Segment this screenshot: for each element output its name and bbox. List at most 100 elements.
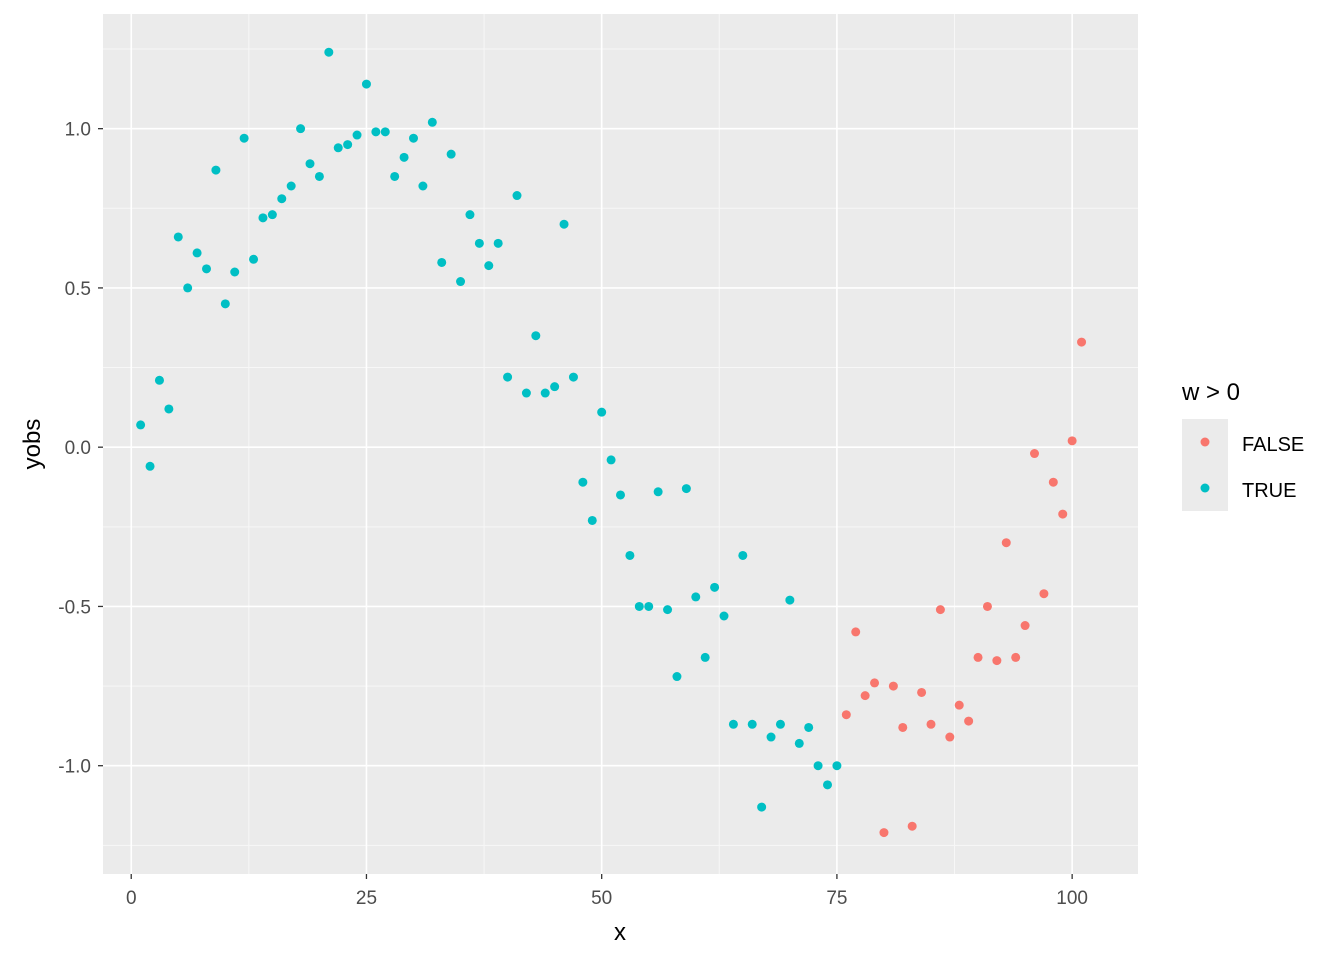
- data-point-true: [597, 407, 607, 417]
- data-point-true: [305, 159, 315, 169]
- data-point-true: [399, 152, 409, 162]
- data-point-false: [935, 605, 945, 615]
- data-point-false: [945, 732, 955, 742]
- data-point-true: [710, 582, 720, 592]
- data-point-true: [728, 719, 738, 729]
- data-point-false: [888, 681, 898, 691]
- data-point-false: [1011, 652, 1021, 662]
- data-point-true: [371, 127, 381, 137]
- data-point-true: [634, 601, 644, 611]
- data-point-true: [691, 592, 701, 602]
- data-point-false: [917, 687, 927, 697]
- data-point-true: [446, 149, 456, 159]
- data-point-true: [220, 299, 230, 309]
- data-point-true: [314, 171, 324, 181]
- data-point-true: [823, 780, 832, 790]
- y-tick-label: 0.0: [65, 438, 91, 459]
- data-point-true: [380, 127, 390, 137]
- data-point-false: [992, 656, 1002, 666]
- data-point-true: [267, 210, 277, 220]
- y-tick-label: -1.0: [58, 757, 91, 778]
- data-point-true: [503, 372, 513, 382]
- data-point-true: [154, 375, 164, 385]
- data-point-true: [644, 601, 654, 611]
- data-point-true: [164, 404, 174, 414]
- data-point-true: [192, 248, 202, 258]
- data-point-true: [804, 722, 814, 732]
- data-point-false: [926, 719, 936, 729]
- data-point-false: [982, 601, 992, 611]
- data-point-true: [616, 490, 625, 500]
- data-point-true: [681, 484, 691, 494]
- x-tick-label: 25: [356, 888, 377, 909]
- legend: w > 0 FALSE TRUE: [1181, 379, 1304, 511]
- data-point-true: [409, 133, 418, 143]
- data-point-true: [747, 719, 757, 729]
- legend-marker-true: [1200, 483, 1210, 493]
- y-tick-label: -0.5: [58, 597, 91, 618]
- data-point-true: [738, 550, 748, 560]
- data-point-true: [775, 719, 785, 729]
- data-point-false: [1001, 538, 1011, 548]
- data-point-false: [841, 710, 851, 720]
- data-point-true: [531, 331, 541, 341]
- data-point-true: [136, 420, 146, 430]
- data-point-false: [1030, 449, 1039, 459]
- data-point-true: [766, 732, 776, 742]
- data-point-false: [954, 700, 964, 710]
- data-point-false: [1039, 589, 1049, 599]
- data-point-true: [606, 455, 616, 465]
- data-point-false: [1077, 337, 1087, 347]
- data-point-false: [973, 652, 983, 662]
- x-tick-label: 75: [826, 888, 847, 909]
- data-point-true: [202, 264, 211, 274]
- data-point-true: [277, 194, 287, 204]
- legend-marker-false: [1200, 437, 1210, 447]
- data-point-true: [296, 124, 306, 134]
- data-point-true: [832, 761, 842, 771]
- data-point-true: [493, 238, 503, 248]
- data-point-true: [757, 802, 767, 812]
- data-point-true: [249, 254, 259, 264]
- data-point-true: [521, 388, 531, 398]
- data-point-true: [785, 595, 795, 605]
- data-point-true: [465, 210, 475, 220]
- data-point-true: [258, 213, 268, 223]
- data-point-true: [587, 515, 597, 525]
- data-point-true: [663, 605, 673, 615]
- data-point-true: [813, 761, 823, 771]
- x-tick-label: 0: [126, 888, 137, 909]
- data-point-true: [719, 611, 729, 621]
- data-point-false: [1067, 436, 1077, 446]
- y-tick-label: 1.0: [65, 120, 91, 141]
- data-point-true: [352, 130, 362, 140]
- data-point-false: [1048, 477, 1058, 487]
- data-point-true: [578, 477, 588, 487]
- y-axis-title: yobs: [19, 419, 46, 470]
- data-point-true: [653, 487, 663, 497]
- y-axis: -1.0 -0.5 0.0 0.5 1.0: [58, 120, 103, 778]
- data-point-true: [456, 277, 466, 287]
- data-point-true: [427, 117, 437, 127]
- x-tick-label: 100: [1056, 888, 1088, 909]
- data-point-false: [879, 828, 889, 838]
- data-point-true: [239, 133, 249, 143]
- data-point-false: [964, 716, 974, 726]
- data-point-true: [540, 388, 550, 398]
- data-point-true: [474, 238, 484, 248]
- legend-label-true: TRUE: [1242, 480, 1296, 502]
- data-point-true: [700, 652, 710, 662]
- data-point-true: [672, 672, 682, 682]
- data-point-true: [183, 283, 193, 293]
- panel-background: [103, 14, 1138, 874]
- data-point-true: [794, 738, 804, 748]
- data-point-true: [568, 372, 578, 382]
- data-point-false: [907, 821, 917, 831]
- data-point-false: [851, 627, 861, 637]
- data-point-true: [145, 461, 155, 471]
- data-point-true: [343, 140, 353, 150]
- data-point-true: [333, 143, 343, 153]
- data-point-true: [324, 47, 334, 57]
- data-point-true: [484, 261, 494, 271]
